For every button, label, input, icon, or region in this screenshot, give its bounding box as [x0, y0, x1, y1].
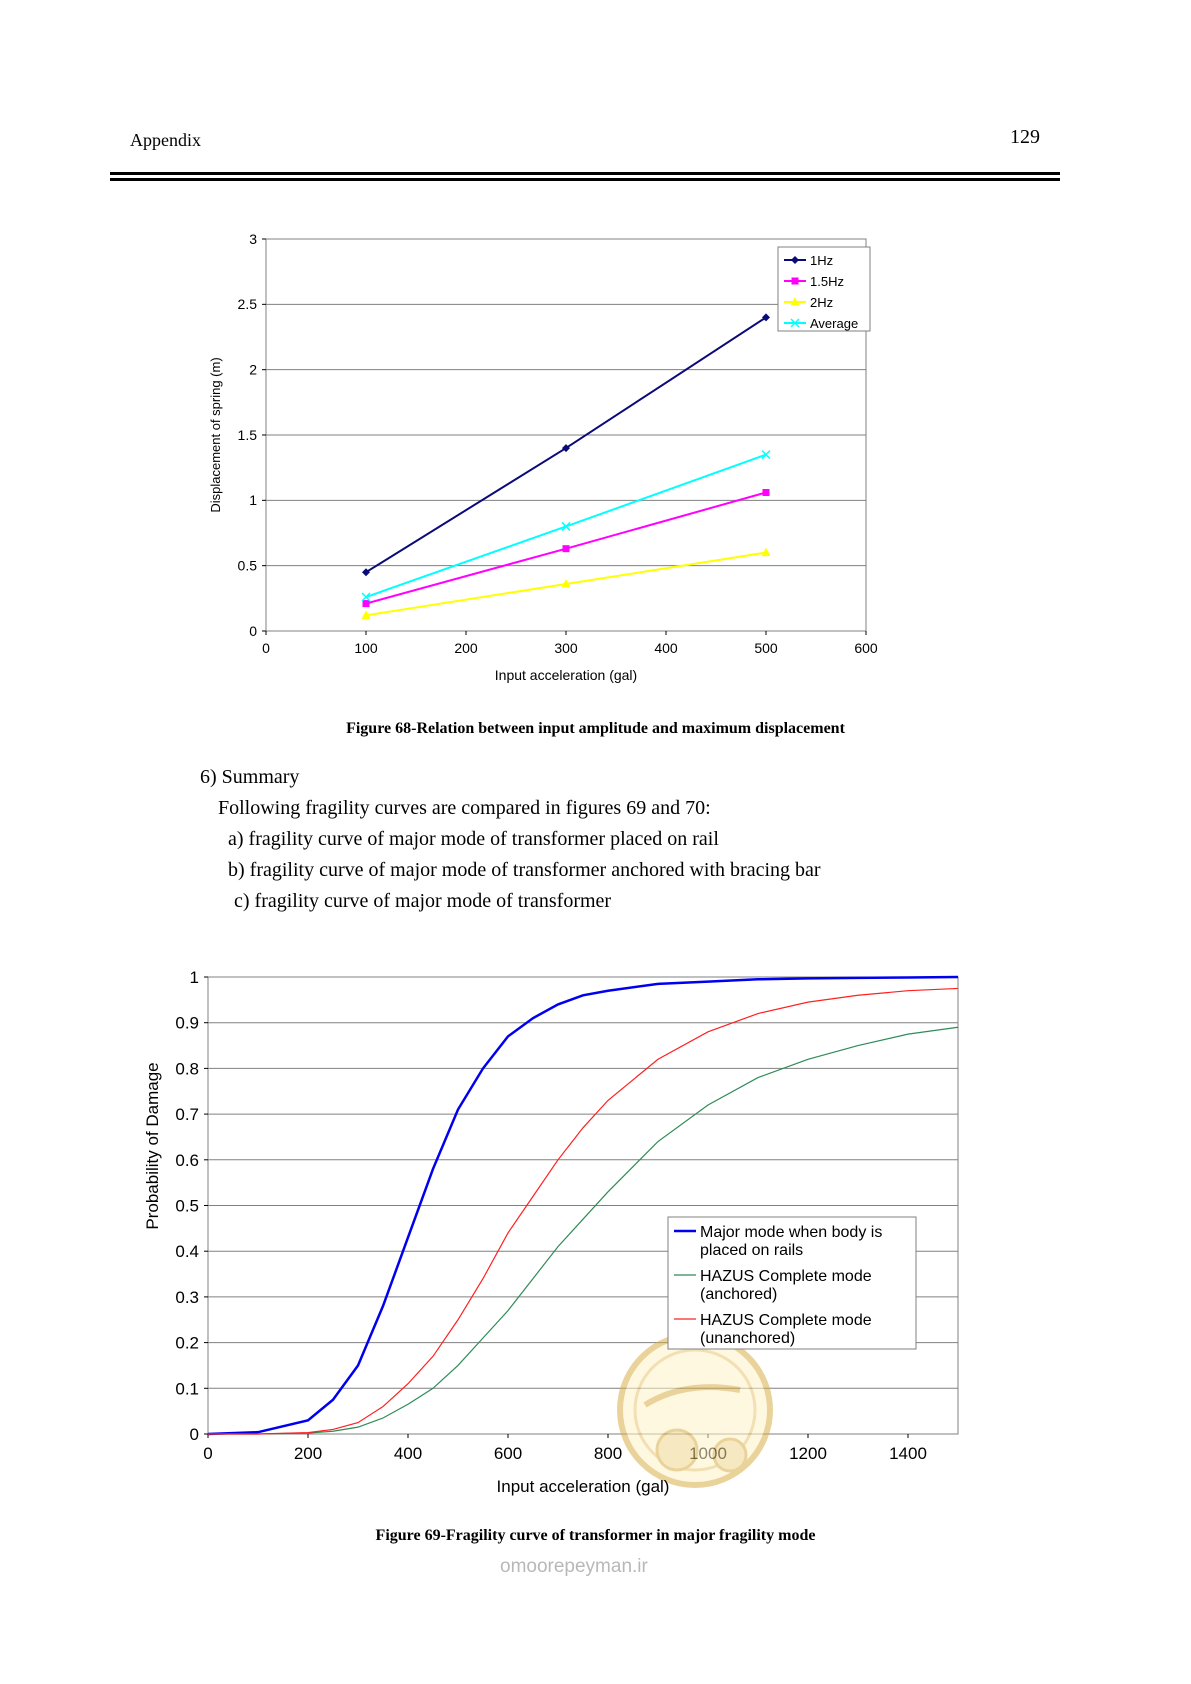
- x-tick-label: 100: [354, 640, 378, 656]
- y-tick-label: 0.1: [175, 1379, 199, 1398]
- x-tick-label: 200: [294, 1444, 322, 1463]
- y-tick-label: 2.5: [238, 296, 258, 312]
- legend-label: 1.5Hz: [810, 274, 844, 289]
- series-line: [207, 975, 959, 1436]
- legend: 1Hz 1.5Hz 2Hz Average: [777, 246, 871, 332]
- list-item-c: c) fragility curve of major mode of tran…: [234, 890, 612, 912]
- x-tick-label: 1200: [789, 1444, 827, 1463]
- legend-label: (unanchored): [700, 1330, 795, 1347]
- x-tick-label: 500: [754, 640, 778, 656]
- legend-label: Average: [810, 316, 858, 331]
- legend-label: 1Hz: [810, 253, 833, 268]
- x-axis-label: Input acceleration (gal): [497, 1477, 670, 1496]
- series-group: [207, 975, 959, 1436]
- x-tick-label: 800: [594, 1444, 622, 1463]
- y-tick-label: 0.5: [238, 558, 258, 574]
- data-point: [362, 600, 370, 608]
- y-tick-label: 0.8: [175, 1059, 199, 1078]
- data-point: [762, 488, 770, 496]
- series-line: [208, 1026, 959, 1435]
- x-axis-label: Input acceleration (gal): [495, 667, 637, 683]
- y-tick-label: 0: [190, 1425, 199, 1444]
- x-tick-label: 1400: [889, 1444, 927, 1463]
- y-tick-label: 1.5: [238, 427, 258, 443]
- y-tick-label: 0.6: [175, 1151, 199, 1170]
- watermark-url: omoorepeyman.ir: [500, 1556, 648, 1577]
- y-tick-label: 0.7: [175, 1105, 199, 1124]
- section-heading: 6) Summary: [200, 766, 300, 788]
- y-tick-label: 0.3: [175, 1288, 199, 1307]
- x-tick-label: 0: [262, 640, 270, 656]
- legend-marker: [790, 297, 800, 306]
- y-tick-label: 0.4: [175, 1242, 199, 1261]
- figure-69-caption: Figure 69-Fragility curve of transformer…: [375, 1527, 816, 1544]
- data-point: [361, 592, 371, 602]
- y-axis-ticks: 0 0.5 1 1.5 2 2.5 3: [238, 231, 266, 639]
- y-tick-label: 0.5: [175, 1196, 199, 1215]
- header-rule-bottom: [110, 178, 1060, 181]
- legend-label: placed on rails: [700, 1242, 803, 1259]
- x-tick-label: 600: [494, 1444, 522, 1463]
- data-point: [561, 521, 571, 531]
- running-head: Appendix: [130, 130, 201, 150]
- x-tick-label: 200: [454, 640, 478, 656]
- data-point: [562, 444, 570, 453]
- y-tick-label: 2: [249, 362, 257, 378]
- series-group: [361, 313, 771, 619]
- gridlines: [266, 303, 866, 567]
- legend-label: 2Hz: [810, 295, 833, 310]
- legend-marker: [791, 256, 799, 264]
- y-tick-label: 0: [249, 623, 257, 639]
- y-tick-label: 3: [249, 231, 257, 247]
- watermark-seal: [617, 1332, 773, 1488]
- legend-label: Major mode when body is: [700, 1224, 882, 1241]
- legend-label: HAZUS Complete mode: [700, 1312, 872, 1329]
- legend-label: (anchored): [700, 1286, 777, 1303]
- x-tick-label: 300: [554, 640, 578, 656]
- y-axis-label: Probability of Damage: [143, 1062, 162, 1229]
- legend-label: HAZUS Complete mode: [700, 1268, 872, 1285]
- x-axis-ticks: 0 100 200 300 400 500 600: [262, 631, 878, 656]
- legend-marker: [790, 318, 800, 328]
- data-point: [762, 313, 770, 322]
- x-tick-label: 600: [854, 640, 878, 656]
- y-tick-label: 0.2: [175, 1334, 199, 1353]
- y-tick-label: 1: [249, 492, 257, 508]
- figure-68-caption: Figure 68-Relation between input amplitu…: [346, 720, 845, 737]
- page-number: 129: [1010, 126, 1040, 148]
- x-tick-label: 400: [654, 640, 678, 656]
- data-point: [362, 568, 370, 577]
- y-tick-label: 1: [190, 968, 199, 987]
- list-item-a: a) fragility curve of major mode of tran…: [228, 828, 719, 850]
- x-tick-label: 400: [394, 1444, 422, 1463]
- list-item-b: b) fragility curve of major mode of tran…: [228, 859, 821, 881]
- x-tick-label: 0: [203, 1444, 212, 1463]
- data-point: [761, 547, 771, 557]
- data-point: [561, 578, 571, 588]
- figure-68-chart: 0 0.5 1 1.5 2 2.5 3 0 100 200 300 400 500 600 Input …: [208, 231, 878, 683]
- legend-marker: [791, 277, 799, 285]
- section-intro: Following fragility curves are compared …: [218, 797, 711, 819]
- data-point: [361, 610, 371, 619]
- y-axis-label: Displacement of spring (m): [208, 357, 223, 512]
- data-point: [761, 450, 771, 460]
- series-line: [208, 987, 959, 1435]
- legend-box: [667, 1216, 917, 1350]
- figure-69-chart: 0 0.1 0.2 0.3 0.4 0.5 0.6 0.7 0.8 0.9 1 0 200 400 600…: [143, 968, 959, 1496]
- data-point: [562, 545, 570, 553]
- header-rule-top: [110, 172, 1060, 175]
- y-axis-ticks: 0 0.1 0.2 0.3 0.4 0.5 0.6 0.7 0.8 0.9 1: [175, 968, 208, 1444]
- x-axis-ticks: 0200400600800100012001400: [203, 1434, 927, 1463]
- y-tick-label: 0.9: [175, 1014, 199, 1033]
